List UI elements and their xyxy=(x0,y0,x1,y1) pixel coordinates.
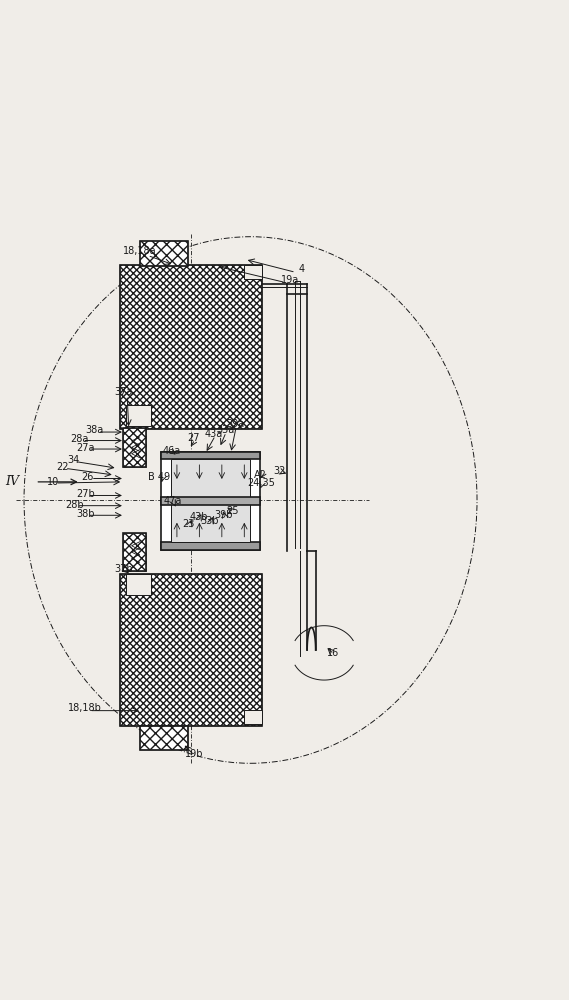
Text: 22: 22 xyxy=(56,462,69,472)
Text: 47a: 47a xyxy=(163,496,182,506)
Text: 19b: 19b xyxy=(185,749,203,759)
Bar xyxy=(123,533,146,571)
Text: 23: 23 xyxy=(182,519,195,529)
Bar xyxy=(161,452,260,550)
Bar xyxy=(161,497,260,505)
Text: B 49: B 49 xyxy=(148,472,170,482)
Text: 43a: 43a xyxy=(205,429,223,439)
Text: 4: 4 xyxy=(298,264,304,274)
Bar xyxy=(120,574,262,726)
Bar xyxy=(123,428,146,467)
Text: 16: 16 xyxy=(327,648,339,658)
Text: IV: IV xyxy=(6,475,19,488)
Bar xyxy=(123,428,146,467)
Text: A2: A2 xyxy=(254,470,267,480)
Bar xyxy=(140,241,188,266)
Text: 43b: 43b xyxy=(189,512,208,522)
Bar xyxy=(244,710,262,724)
Bar xyxy=(120,265,262,429)
Bar xyxy=(244,265,262,279)
Text: 28a: 28a xyxy=(71,434,89,444)
Text: 33b: 33b xyxy=(200,516,219,526)
Text: 18,18b: 18,18b xyxy=(68,703,102,713)
Bar xyxy=(161,452,260,459)
Text: 26: 26 xyxy=(81,472,94,482)
Bar xyxy=(126,405,151,426)
Text: 19a: 19a xyxy=(281,275,299,285)
Text: 46a: 46a xyxy=(162,446,180,456)
Text: 10: 10 xyxy=(47,477,60,487)
Text: 27b: 27b xyxy=(76,489,94,499)
Bar xyxy=(140,726,188,750)
Bar xyxy=(120,574,262,726)
Text: 18,18a: 18,18a xyxy=(123,246,157,256)
Bar xyxy=(126,574,151,595)
Text: 28b: 28b xyxy=(65,500,84,510)
Text: 25: 25 xyxy=(226,506,238,516)
Text: 27a: 27a xyxy=(76,443,94,453)
Bar xyxy=(120,265,262,429)
Text: 27: 27 xyxy=(188,433,200,443)
Text: 34: 34 xyxy=(67,455,80,465)
Text: 39b: 39b xyxy=(214,510,233,520)
Text: 32: 32 xyxy=(274,466,286,476)
Text: 39a: 39a xyxy=(226,419,244,429)
Bar xyxy=(140,241,188,266)
Bar xyxy=(171,459,250,542)
Text: 33a: 33a xyxy=(216,425,234,435)
Bar xyxy=(140,726,188,750)
Text: 37b: 37b xyxy=(114,564,133,574)
Text: 38b: 38b xyxy=(76,509,94,519)
Text: 37a: 37a xyxy=(114,387,133,397)
Bar xyxy=(123,533,146,571)
Text: 38a: 38a xyxy=(86,425,104,435)
Bar xyxy=(161,542,260,550)
Text: 24,35: 24,35 xyxy=(247,478,275,488)
